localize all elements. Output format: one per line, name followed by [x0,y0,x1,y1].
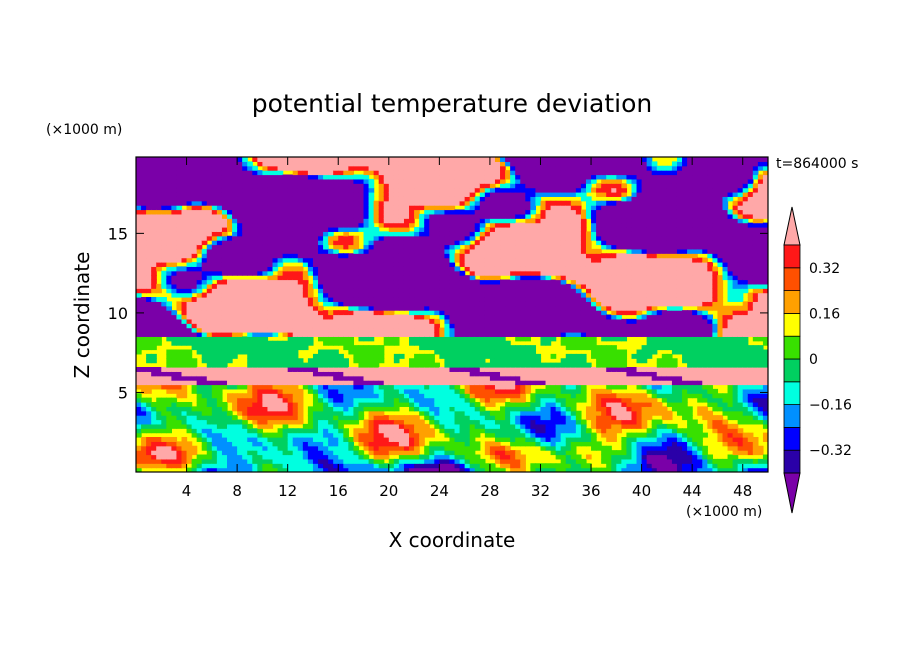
colorbar-segment [783,290,801,314]
plot-frame [135,156,769,473]
colorbar-label: 0.16 [809,306,840,322]
y-axis: 5 10 15 [108,224,768,402]
colorbar-label: −0.16 [809,398,852,414]
y-axis-label: Z coordinate [70,252,94,379]
colorbar-segment [783,335,801,360]
y-tick-label: 15 [108,224,128,243]
chart-title: potential temperature deviation [252,89,652,118]
colorbar: 0.32 0.16 0 −0.16 −0.32 [783,206,852,514]
colorbar-segment [783,244,801,269]
x-axis-label: X coordinate [389,528,516,552]
x-tick-label: 4 [182,482,192,500]
x-unit-label: (×1000 m) [686,504,762,520]
colorbar-segment [783,404,801,428]
colorbar-segment [783,449,801,474]
colorbar-segment [783,312,801,337]
colorbar-extend-top [783,206,801,246]
x-tick-label: 12 [278,482,297,500]
colorbar-label: 0.32 [809,261,840,277]
x-tick-label: 40 [632,482,651,500]
y-unit-label: (×1000 m) [46,122,122,138]
x-tick-label: 28 [480,482,499,500]
colorbar-segment [783,267,801,291]
x-axis: 4 8 12 16 20 24 28 32 36 40 44 48 [182,157,752,500]
x-tick-label: 8 [232,482,242,500]
colorbar-segment [783,358,801,383]
plot-area [136,157,768,472]
y-tick-label: 5 [118,383,128,402]
time-label: t=864000 s [776,156,858,172]
colorbar-segment [783,426,801,451]
y-tick-label: 10 [108,304,128,323]
colorbar-segment [783,381,801,405]
x-tick-label: 24 [430,482,449,500]
x-tick-label: 44 [683,482,702,500]
x-tick-label: 20 [379,482,398,500]
colorbar-label: −0.32 [809,443,852,459]
colorbar-label: 0 [809,352,818,368]
x-tick-label: 36 [581,482,600,500]
x-tick-label: 48 [733,482,752,500]
colorbar-extend-bottom [783,472,801,514]
x-tick-label: 16 [329,482,348,500]
x-tick-label: 32 [531,482,550,500]
